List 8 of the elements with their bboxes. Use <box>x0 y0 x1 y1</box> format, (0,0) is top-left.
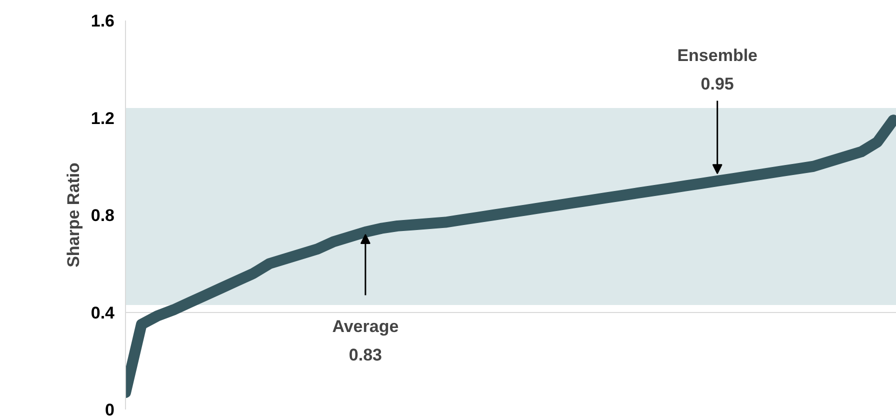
annotation: Ensemble 0.95 <box>677 46 758 94</box>
y-tick-label: 0.8 <box>90 206 115 225</box>
y-tick-label: 1.2 <box>90 108 115 128</box>
y-tick-label: 1.6 <box>90 12 115 30</box>
y-tick-label: 0 <box>105 400 115 419</box>
y-axis-title: Sharpe Ratio <box>64 162 83 268</box>
annotation: Average 0.83 <box>332 317 399 365</box>
y-tick-label: 0.4 <box>90 303 116 322</box>
